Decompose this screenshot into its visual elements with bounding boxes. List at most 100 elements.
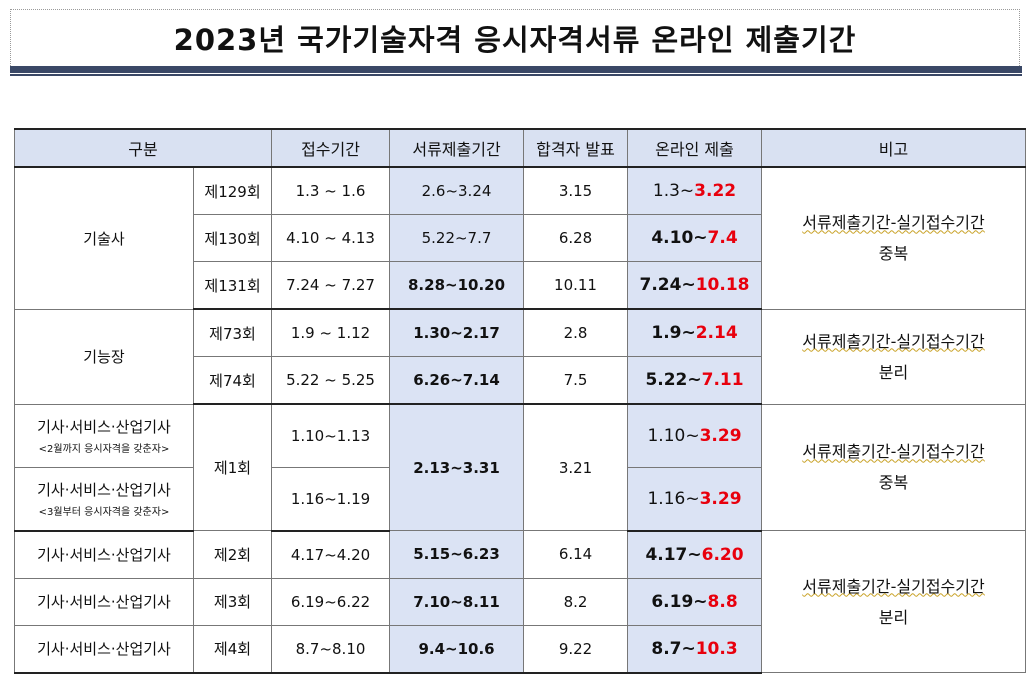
table-row: 기술사 제129회 1.3 ~ 1.6 2.6~3.24 3.15 1.3~3.… [14,166,1027,310]
announce-cell: 6.14 [523,530,629,579]
online-submit-cell: 4.17~6.20 [627,530,763,579]
announce-cell: 7.5 [523,356,629,405]
header-reception: 접수기간 [271,128,391,168]
category-engineer-2: 기사·서비스·산업기사 [14,530,194,579]
title-rule [10,66,1022,73]
category-engineer-master: 기술사 [14,166,194,310]
round-cell: 제2회 [192,530,273,579]
online-submit-cell: 5.22~7.11 [627,356,763,405]
category-engineer-b: 기사·서비스·산업기사 <3월부터 응시자격을 갖춘자> [14,466,194,532]
online-deadline: 10.18 [695,275,750,295]
remark-line1: 서류제출기간-실기접수기간 [802,442,985,462]
round-cell: 제3회 [192,577,273,626]
online-submit-cell: 1.3~3.22 [627,166,763,215]
online-start: 6.19~ [651,591,708,612]
announce-cell: 6.28 [523,214,629,262]
online-submit-cell: 4.10~7.4 [627,214,763,262]
reception-cell: 7.24 ~ 7.27 [271,261,391,310]
online-deadline: 3.22 [694,181,737,201]
reception-cell: 1.3 ~ 1.6 [271,166,391,215]
round-cell: 제130회 [192,214,273,262]
online-submit-cell: 1.16~3.29 [627,466,763,532]
online-deadline: 6.20 [701,544,744,565]
doc-submit-cell: 9.4~10.6 [389,624,525,674]
remark-line2: 중복 [878,473,909,493]
online-start: 8.7~ [651,638,696,659]
table-row: 기사·서비스·산업기사 제4회 8.7~8.10 9.4~10.6 9.22 8… [14,624,1026,674]
page-title: 2023년 국가기술자격 응시자격서류 온라인 제출기간 [173,23,857,57]
header-remarks: 비고 [761,128,1027,168]
doc-submit-cell: 2.13~3.31 [389,403,525,531]
reception-cell: 4.17~4.20 [271,530,391,579]
remark-cell: 서류제출기간-실기접수기간 분리 [761,308,1027,405]
online-start: 1.3~ [652,181,695,201]
reception-cell: 4.10 ~ 4.13 [271,214,391,262]
remark-line2: 중복 [878,244,909,264]
doc-submit-cell: 2.6~3.24 [389,166,525,215]
table-row: 기능장 제73회 1.9 ~ 1.12 1.30~2.17 2.8 1.9~2.… [14,308,1027,405]
title-box: 2023년 국가기술자격 응시자격서류 온라인 제출기간 [10,9,1020,66]
announce-cell: 9.22 [523,624,629,674]
online-start: 1.10~ [647,425,700,446]
reception-cell: 1.9 ~ 1.12 [271,308,391,357]
online-start: 4.17~ [645,544,702,565]
online-start: 1.9~ [651,323,696,343]
header-online-submit: 온라인 제출 [627,128,763,168]
round-cell: 제4회 [192,624,273,674]
online-deadline: 3.29 [699,488,742,509]
doc-submit-cell: 6.26~7.14 [389,356,525,405]
reception-cell: 1.16~1.19 [271,466,391,532]
announce-cell: 3.21 [523,403,629,531]
doc-submit-cell: 5.15~6.23 [389,530,525,579]
round-cell: 제131회 [192,261,273,310]
online-deadline: 2.14 [695,323,738,343]
online-start: 4.10~ [651,228,708,248]
header-pass-announce: 합격자 발표 [523,128,629,168]
online-submit-cell: 1.10~3.29 [627,403,763,468]
reception-cell: 8.7~8.10 [271,624,391,674]
table-row: 제74회 5.22 ~ 5.25 6.26~7.14 7.5 5.22~7.11 [15,356,1026,405]
title-rule-thin [10,74,1022,76]
round-cell: 제1회 [192,403,273,531]
category-engineer-a: 기사·서비스·산업기사 <2월까지 응시자격을 갖춘자> [14,403,194,468]
header-row: 구분 접수기간 서류제출기간 합격자 발표 온라인 제출 비고 [13,128,1027,168]
category-engineer-a-note: <2월까지 응시자격을 갖춘자> [38,444,170,455]
online-deadline: 7.11 [701,370,744,390]
remark-line1: 서류제출기간-실기접수기간 [802,331,985,351]
title-banner: 2023년 국가기술자격 응시자격서류 온라인 제출기간 [10,9,1022,76]
reception-cell: 5.22 ~ 5.25 [271,356,391,405]
online-start: 7.24~ [639,275,696,295]
table-row: 기사·서비스·산업기사 <2월까지 응시자격을 갖춘자> 제1회 1.10~1.1… [14,403,1027,531]
online-start: 1.16~ [647,488,700,509]
online-deadline: 3.29 [699,425,742,446]
reception-cell: 1.10~1.13 [271,403,391,468]
online-submit-cell: 7.24~10.18 [627,261,763,310]
round-cell: 제129회 [192,166,273,215]
table-row: 기사·서비스·산업기사 제2회 4.17~4.20 5.15~6.23 6.14… [14,530,1027,673]
online-submit-cell: 1.9~2.14 [627,308,763,357]
announce-cell: 10.11 [523,261,629,310]
table-row: 기사·서비스·산업기사 제3회 6.19~6.22 7.10~8.11 8.2 … [14,577,1026,626]
category-engineer-4: 기사·서비스·산업기사 [14,624,194,674]
reception-cell: 6.19~6.22 [271,577,391,626]
remark-line1: 서류제출기간-실기접수기간 [802,576,985,596]
header-doc-submit: 서류제출기간 [389,128,525,168]
doc-submit-cell: 7.10~8.11 [389,577,525,626]
category-engineer-a-label: 기사·서비스·산업기사 [37,418,171,436]
category-engineer-3: 기사·서비스·산업기사 [14,577,194,626]
remark-line2: 분리 [878,607,909,627]
online-deadline: 8.8 [707,591,738,612]
announce-cell: 3.15 [523,166,629,215]
category-engineer-b-label: 기사·서비스·산업기사 [37,481,171,499]
remark-line1: 서류제출기간-실기접수기간 [802,213,985,233]
doc-submit-cell: 1.30~2.17 [389,308,525,357]
announce-cell: 8.2 [523,577,629,626]
category-engineer-b-note: <3월부터 응시자격을 갖춘자> [38,507,170,518]
online-submit-cell: 6.19~8.8 [627,577,763,626]
category-master-craftsman: 기능장 [14,308,194,405]
online-submit-cell: 8.7~10.3 [627,624,763,674]
doc-submit-cell: 8.28~10.20 [389,261,525,310]
table-row: 제130회 4.10 ~ 4.13 5.22~7.7 6.28 4.10~7.4 [15,214,1026,262]
